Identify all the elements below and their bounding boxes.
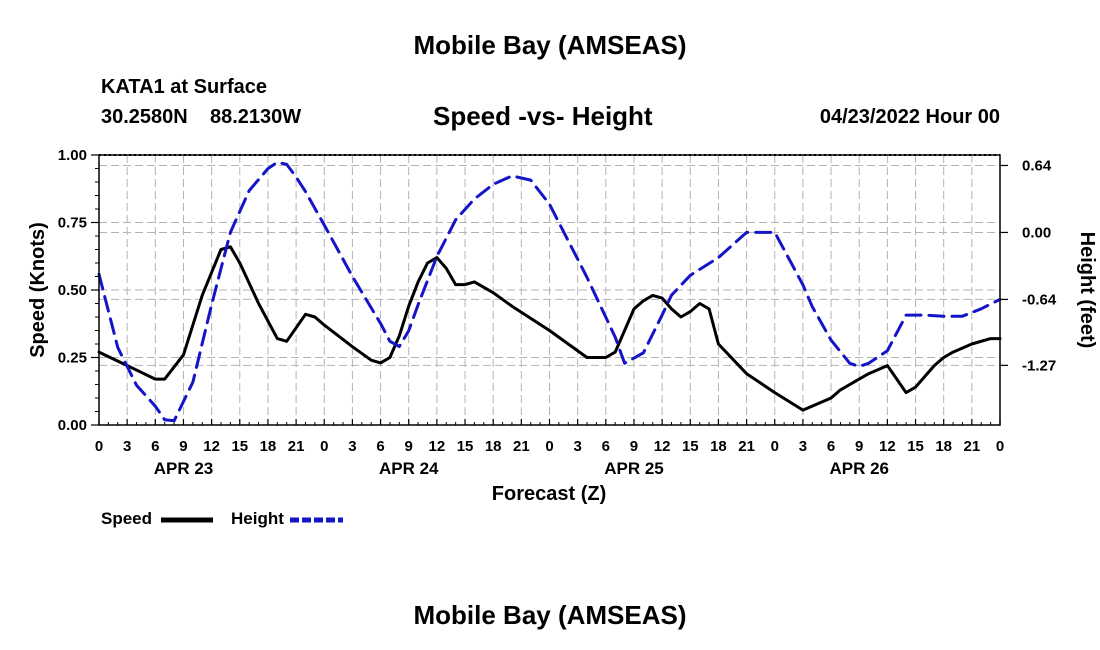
x-tick-label: 12 xyxy=(429,438,446,455)
series-height-line xyxy=(97,160,1002,423)
y-tick-label: 0.75 xyxy=(58,215,87,232)
x-tick-label: 3 xyxy=(573,438,581,455)
axes: 0 3 6 9 12 15 18 21 0 3 6 9 12 15 18 21 0 3 6 9 12 15 18 21 0 3 6 9… xyxy=(58,147,1057,478)
y2-axis-title: Height (feet) xyxy=(1076,232,1098,349)
x-tick-label: 3 xyxy=(799,438,807,455)
x-tick-label: 12 xyxy=(654,438,671,455)
legend-height-label: Height xyxy=(231,509,284,528)
x-tick-label: 3 xyxy=(348,438,356,455)
series-speed-line xyxy=(97,245,1002,412)
y2-tick-label: -0.64 xyxy=(1022,291,1057,308)
legend-speed-label: Speed xyxy=(101,509,153,528)
x-tick-label: 3 xyxy=(123,438,131,455)
x-tick-label: 9 xyxy=(179,438,187,455)
x-tick-label: 9 xyxy=(405,438,413,455)
chart-title: Speed -vs- Height xyxy=(433,101,653,131)
y-axis-title: Speed (Knots) xyxy=(27,222,49,358)
y-tick-label: 0.50 xyxy=(58,282,87,299)
x-tick-label: 0 xyxy=(95,438,103,455)
series-layer xyxy=(97,160,1002,423)
date-label: APR 23 xyxy=(154,459,214,478)
x-tick-label: 0 xyxy=(771,438,779,455)
date-label: APR 26 xyxy=(829,459,889,478)
repeat-title: Mobile Bay (AMSEAS) xyxy=(413,600,687,630)
x-tick-label: 9 xyxy=(630,438,638,455)
x-tick-label: 15 xyxy=(682,438,699,455)
x-tick-label: 6 xyxy=(376,438,384,455)
date-label: APR 24 xyxy=(379,459,439,478)
x-axis-title: Forecast (Z) xyxy=(492,483,606,505)
y-tick-label: 0.00 xyxy=(58,417,87,434)
y2-tick-label: -1.27 xyxy=(1022,357,1056,374)
y2-tick-label: 0.00 xyxy=(1022,224,1051,241)
x-tick-label: 21 xyxy=(513,438,530,455)
station-name: KATA1 at Surface xyxy=(101,76,267,98)
x-tick-label: 21 xyxy=(738,438,755,455)
x-tick-label: 18 xyxy=(710,438,727,455)
x-tick-label: 18 xyxy=(485,438,502,455)
x-tick-label: 12 xyxy=(879,438,896,455)
x-tick-label: 15 xyxy=(231,438,248,455)
x-tick-label: 0 xyxy=(320,438,328,455)
x-tick-label: 18 xyxy=(935,438,952,455)
station-latitude: 30.2580N xyxy=(101,106,188,128)
x-tick-label: 21 xyxy=(964,438,981,455)
x-tick-label: 0 xyxy=(996,438,1004,455)
station-longitude: 88.2130W xyxy=(210,106,302,128)
grid xyxy=(99,155,1000,425)
main-title: Mobile Bay (AMSEAS) xyxy=(413,30,687,60)
x-tick-label: 15 xyxy=(457,438,474,455)
x-tick-label: 0 xyxy=(545,438,553,455)
y-tick-label: 0.25 xyxy=(58,350,87,367)
x-tick-label: 9 xyxy=(855,438,863,455)
x-tick-label: 18 xyxy=(260,438,277,455)
x-tick-label: 12 xyxy=(203,438,220,455)
date-label: APR 25 xyxy=(604,459,664,478)
x-tick-label: 15 xyxy=(907,438,924,455)
x-tick-label: 6 xyxy=(602,438,610,455)
x-tick-label: 6 xyxy=(151,438,159,455)
y2-tick-label: 0.64 xyxy=(1022,157,1052,174)
x-tick-label: 6 xyxy=(827,438,835,455)
y-tick-label: 1.00 xyxy=(58,147,87,164)
x-tick-label: 21 xyxy=(288,438,305,455)
forecast-datetime: 04/23/2022 Hour 00 xyxy=(819,106,1000,128)
